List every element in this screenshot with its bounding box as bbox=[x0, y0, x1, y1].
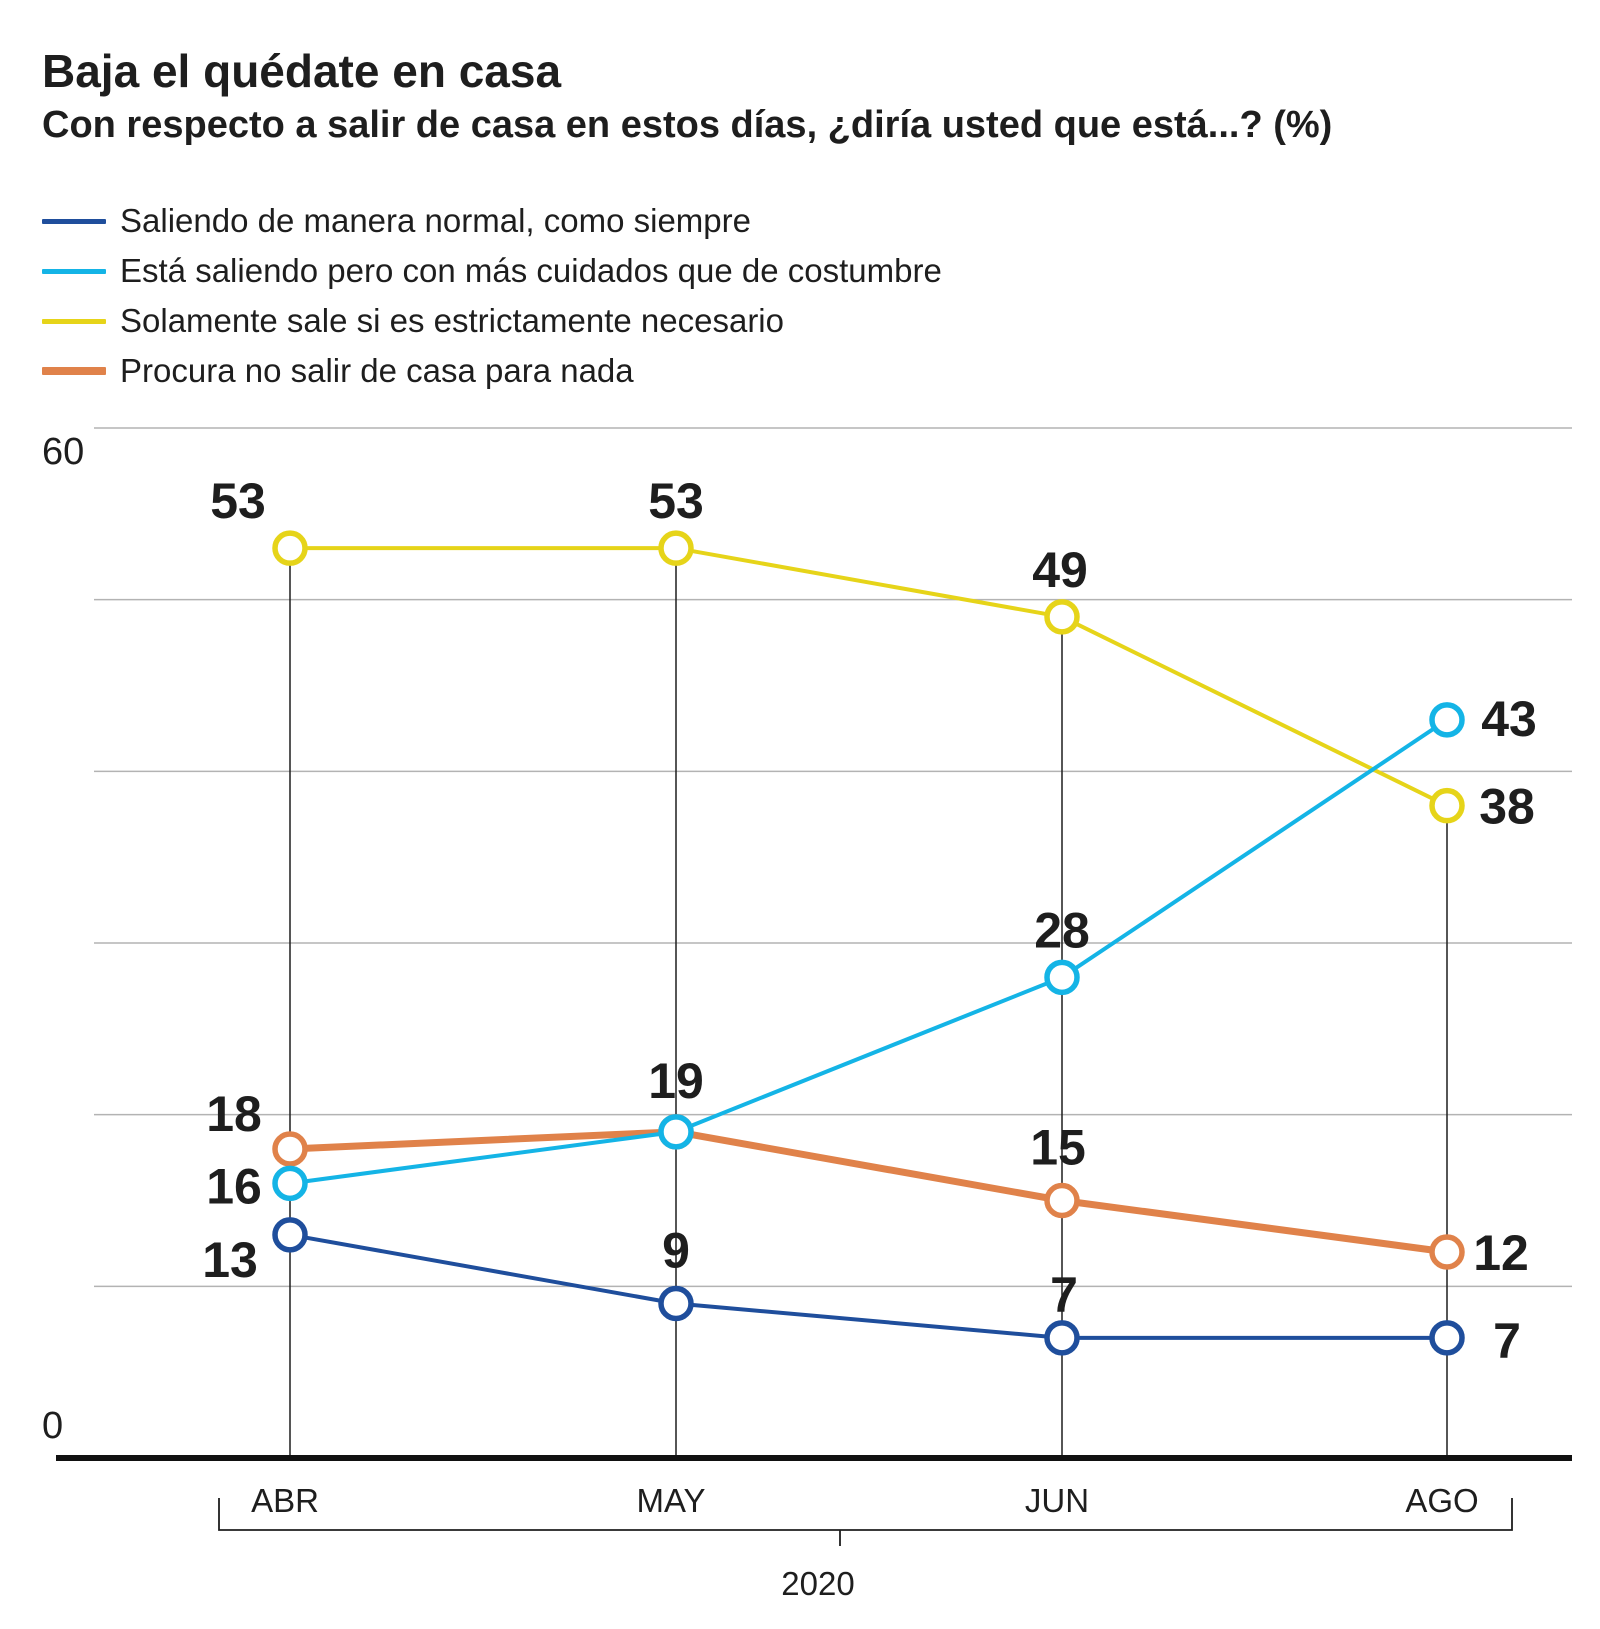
x-tick-label: ABR bbox=[251, 1482, 319, 1519]
chart-subtitle: Con respecto a salir de casa en estos dí… bbox=[42, 104, 1333, 146]
data-label: 9 bbox=[662, 1223, 690, 1279]
data-label: 16 bbox=[206, 1158, 262, 1214]
data-point bbox=[272, 1165, 308, 1202]
legend-item: Está saliendo pero con más cuidados que … bbox=[42, 246, 942, 296]
x-tick-label: MAY bbox=[636, 1482, 705, 1519]
data-point bbox=[1429, 787, 1465, 824]
chart-title: Baja el quédate en casa bbox=[42, 45, 562, 97]
series-line bbox=[289, 1128, 1448, 1256]
legend-item: Solamente sale si es estrictamente neces… bbox=[42, 296, 942, 346]
data-point bbox=[1044, 1182, 1080, 1219]
data-point bbox=[1044, 959, 1080, 996]
year-label: 2020 bbox=[781, 1565, 854, 1602]
legend-item: Procura no salir de casa para nada bbox=[42, 346, 942, 396]
data-label: 43 bbox=[1481, 691, 1537, 747]
data-point bbox=[1044, 1320, 1080, 1356]
data-point bbox=[658, 1285, 694, 1322]
data-label: 28 bbox=[1034, 902, 1090, 958]
data-label: 49 bbox=[1032, 542, 1088, 598]
data-label: 53 bbox=[648, 473, 704, 529]
legend-swatch bbox=[42, 318, 106, 324]
legend-label: Está saliendo pero con más cuidados que … bbox=[120, 252, 942, 289]
data-point bbox=[1429, 1234, 1465, 1270]
y-tick-label: 0 bbox=[42, 1405, 63, 1447]
data-label: 19 bbox=[648, 1053, 704, 1109]
data-label: 7 bbox=[1493, 1313, 1521, 1369]
data-point bbox=[1429, 702, 1465, 738]
legend-swatch bbox=[42, 367, 106, 375]
legend-item: Saliendo de manera normal, como siempre bbox=[42, 196, 942, 246]
legend-label: Procura no salir de casa para nada bbox=[120, 352, 634, 389]
x-tick-label: AGO bbox=[1405, 1482, 1478, 1519]
legend: Saliendo de manera normal, como siempre E… bbox=[42, 196, 942, 396]
data-point bbox=[658, 530, 694, 566]
series-line bbox=[289, 1232, 1447, 1340]
data-point bbox=[272, 1217, 308, 1253]
data-label: 13 bbox=[202, 1232, 258, 1288]
y-tick-label: 60 bbox=[42, 431, 84, 473]
legend-swatch bbox=[42, 268, 106, 274]
data-label: 7 bbox=[1050, 1267, 1078, 1323]
legend-swatch bbox=[42, 218, 106, 224]
x-tick-label: JUN bbox=[1025, 1482, 1089, 1519]
data-label: 15 bbox=[1030, 1120, 1086, 1176]
data-point bbox=[1429, 1320, 1465, 1356]
data-point bbox=[1044, 599, 1080, 635]
data-label: 53 bbox=[210, 473, 266, 529]
legend-label: Saliendo de manera normal, como siempre bbox=[120, 202, 751, 239]
series-line bbox=[290, 546, 1448, 808]
series-line bbox=[289, 718, 1449, 1186]
year-bracket bbox=[218, 1498, 1513, 1531]
legend-label: Solamente sale si es estrictamente neces… bbox=[120, 302, 784, 339]
data-label: 18 bbox=[206, 1086, 262, 1142]
data-point bbox=[658, 1114, 694, 1150]
data-label: 12 bbox=[1473, 1225, 1529, 1281]
data-label: 38 bbox=[1479, 779, 1535, 835]
data-point bbox=[272, 1131, 308, 1167]
data-point bbox=[272, 530, 308, 566]
